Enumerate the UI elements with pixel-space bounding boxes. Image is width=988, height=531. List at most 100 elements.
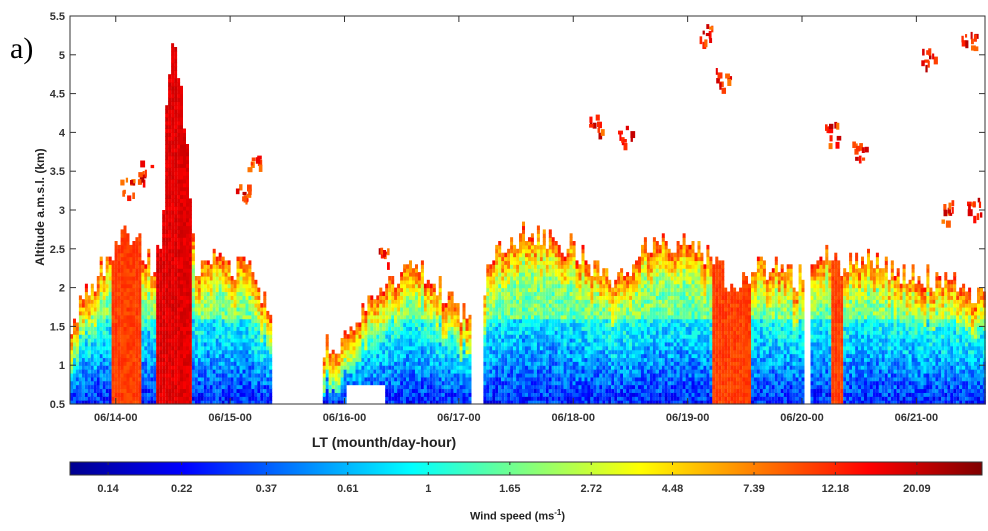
heatmap-cell [257,353,261,359]
heatmap-cell [186,229,189,234]
heatmap-cell [507,283,511,289]
heatmap-cell [203,380,207,386]
heatmap-cell [135,310,139,316]
heatmap-cell [501,353,505,359]
heatmap-cell [123,388,127,393]
heatmap-cell [120,349,124,355]
heatmap-cell [212,248,216,254]
heatmap-cell [138,380,142,386]
heatmap-cell [340,341,344,347]
heatmap-cell [239,272,243,277]
heatmap-cell [206,365,210,370]
heatmap-cell [129,326,133,331]
heatmap-cell [168,353,172,359]
heatmap-cell [525,388,528,393]
heatmap-cell [548,380,552,386]
heatmap-cell [191,345,195,351]
heatmap-cell [126,303,130,308]
heatmap-cell [126,388,130,393]
heatmap-cell [254,373,258,378]
heatmap-cell [412,334,415,339]
heatmap-cell [111,330,115,335]
heatmap-cell [174,248,178,254]
heatmap-cell [144,365,148,370]
heatmap-cell [397,310,401,316]
heatmap-cell [191,341,195,347]
heatmap-cell [257,338,261,343]
heatmap-cell [406,330,409,335]
heatmap-cell [174,163,178,168]
heatmap-cell [340,388,344,393]
heatmap-cell [239,384,243,390]
heatmap-cell [186,334,189,339]
heatmap-cell [528,237,531,242]
heatmap-cell [162,295,166,300]
heatmap-cell [200,279,204,285]
heatmap-cell [87,365,91,370]
heatmap-cell [346,353,350,359]
heatmap-cell [73,376,76,382]
heatmap-cell [120,268,124,273]
heatmap-cell [233,279,237,285]
heatmap-cell [328,384,332,390]
heatmap-cell [501,392,505,397]
heatmap-cell [397,353,401,359]
heatmap-cell [522,272,525,277]
heatmap-cell [117,400,121,405]
heatmap-cell [364,330,368,335]
heatmap-cell [108,345,112,351]
heatmap-cell [114,295,118,300]
heatmap-cell [218,268,222,273]
heatmap-cell [174,376,178,382]
heatmap-cell [409,279,412,285]
heatmap-cell [129,307,133,312]
heatmap-cell [138,241,142,246]
heatmap-cell [180,299,183,304]
heatmap-cell [352,357,356,362]
heatmap-cell [203,326,207,331]
heatmap-cell [530,322,534,327]
heatmap-cell [501,334,505,339]
heatmap-cell [99,283,103,289]
heatmap-cell [441,330,445,335]
heatmap-cell [159,388,163,393]
heatmap-cell [191,260,195,265]
heatmap-cell [489,291,493,296]
heatmap-cell [533,384,537,390]
heatmap-cell [177,248,181,254]
heatmap-cell [186,299,189,304]
heatmap-cell [212,330,216,335]
heatmap-cell [331,361,335,366]
heatmap-cell [188,307,192,312]
heatmap-cell [406,392,409,397]
heatmap-cell [218,357,222,362]
heatmap-cell [420,400,424,405]
heatmap-cell [412,373,415,378]
heatmap-cell [542,338,546,343]
heatmap-cell [171,82,175,87]
heatmap-cell [78,303,82,308]
heatmap-cell [200,369,204,374]
heatmap-cell [498,287,502,293]
heatmap-cell [212,303,216,308]
heatmap-cell [254,314,258,320]
heatmap-cell [522,244,525,250]
heatmap-cell [450,314,454,320]
heatmap-cell [423,369,427,374]
heatmap-cell [453,318,457,324]
heatmap-cell [188,392,192,397]
heatmap-cell [465,345,469,351]
heatmap-cell [153,353,157,359]
heatmap-cell [245,357,249,362]
heatmap-cell [415,384,418,390]
heatmap-cell [406,264,409,269]
heatmap-cell [435,376,439,382]
heatmap-cell [90,400,94,405]
heatmap-cell [429,303,433,308]
heatmap-cell [188,283,192,289]
heatmap-cell [194,318,198,324]
heatmap-cell [171,182,175,188]
heatmap-cell [206,260,210,265]
heatmap-cell [165,155,169,161]
heatmap-cell [367,357,371,362]
